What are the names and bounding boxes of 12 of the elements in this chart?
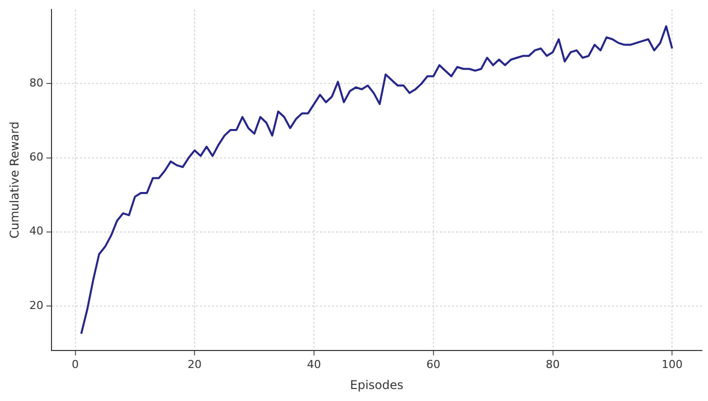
- y-tick-label: 40: [29, 224, 44, 238]
- y-tick-label: 20: [29, 298, 44, 312]
- y-tick-label: 60: [29, 150, 44, 164]
- x-tick-label: 40: [307, 358, 322, 371]
- y-tick-label: 80: [29, 76, 44, 90]
- x-tick-label: 100: [662, 358, 683, 371]
- x-tick-label: 80: [546, 358, 560, 371]
- y-axis-title: Cumulative Reward: [7, 122, 22, 238]
- x-tick-label: 20: [188, 358, 202, 371]
- x-axis-title: Episodes: [350, 378, 404, 392]
- x-tick-label: 0: [72, 358, 79, 371]
- x-tick-label: 60: [426, 358, 440, 371]
